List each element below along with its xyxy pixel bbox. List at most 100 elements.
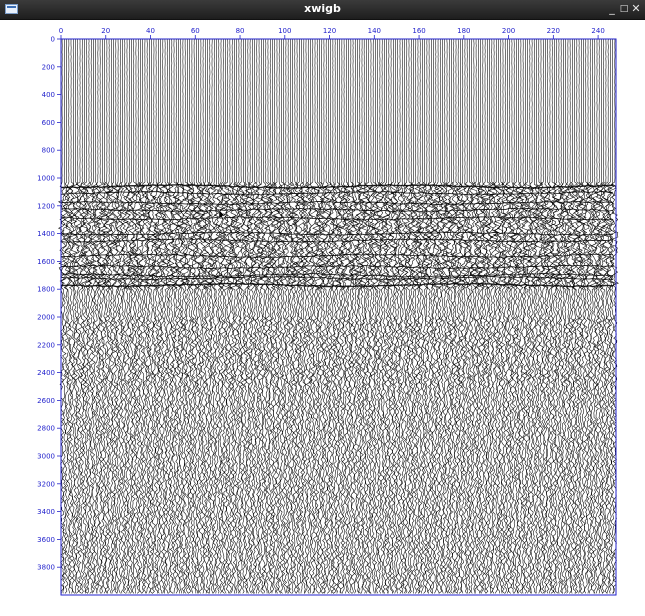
y-tick-label: 600 <box>42 119 55 127</box>
wiggle-trace <box>96 38 104 594</box>
wiggle-trace <box>588 38 597 594</box>
wiggle-trace <box>62 38 71 594</box>
minimize-button[interactable]: _ <box>609 2 615 15</box>
wiggle-trace <box>530 38 539 594</box>
reflector-event <box>61 253 614 258</box>
wiggle-trace <box>82 38 91 594</box>
wiggle-trace <box>474 38 483 594</box>
wiggle-trace <box>167 38 176 594</box>
y-tick-label: 1800 <box>37 286 55 294</box>
wiggle-trace <box>528 38 536 594</box>
wiggle-trace <box>451 38 460 594</box>
wiggle-trace <box>418 38 427 594</box>
wiggle-trace <box>259 38 268 594</box>
wiggle-trace <box>252 38 261 594</box>
wiggle-trace <box>456 38 465 594</box>
y-tick-label: 3000 <box>37 453 55 461</box>
wiggle-trace <box>189 38 199 594</box>
x-tick-label: 180 <box>457 27 470 35</box>
wiggle-trace <box>358 38 367 594</box>
wiggle-trace <box>272 38 281 594</box>
window-app-icon[interactable] <box>5 4 18 14</box>
wiggle-trace <box>453 38 463 594</box>
wiggle-trace <box>58 38 67 594</box>
title-bar[interactable]: xwigb _ □ ✕ <box>0 0 645 20</box>
x-tick-label: 0 <box>59 27 63 35</box>
wiggle-trace <box>492 38 501 594</box>
wiggle-trace <box>525 38 534 594</box>
wiggle-trace <box>575 38 584 594</box>
wiggle-trace <box>396 38 404 594</box>
wiggle-trace <box>389 38 398 594</box>
wiggle-trace <box>472 38 480 594</box>
wiggle-trace <box>105 38 114 594</box>
wiggle-trace <box>436 38 445 594</box>
wiggle-trace <box>64 38 73 594</box>
wiggle-trace <box>243 38 252 594</box>
wiggle-trace <box>194 38 203 594</box>
wiggle-trace <box>505 38 514 594</box>
wiggle-trace <box>496 38 505 594</box>
wiggle-trace <box>387 38 395 594</box>
wiggle-trace <box>360 38 369 594</box>
reflector-event <box>60 273 614 278</box>
wiggle-trace <box>369 38 378 594</box>
close-button[interactable]: ✕ <box>631 2 641 15</box>
reflector-event <box>60 231 614 236</box>
wiggle-trace <box>606 38 615 594</box>
y-tick-label: 3800 <box>37 564 55 572</box>
wiggle-trace <box>241 38 251 594</box>
wiggle-trace <box>480 38 490 594</box>
wiggle-trace <box>476 38 485 594</box>
reflector-event <box>60 216 614 221</box>
wiggle-trace <box>219 38 228 594</box>
wiggle-trace <box>91 38 101 594</box>
wiggle-trace <box>537 38 546 594</box>
wiggle-trace <box>373 38 382 594</box>
x-tick-label: 120 <box>323 27 336 35</box>
wiggle-trace <box>237 38 246 594</box>
seismic-wiggle-plot[interactable]: 0 20 40 60 80 100 120 140 160 180 200 220 240 0 200 40… <box>0 20 645 616</box>
wiggle-trace <box>111 38 120 594</box>
wiggle-trace <box>102 38 111 594</box>
wiggle-trace <box>275 38 284 594</box>
reflector-event <box>60 200 614 206</box>
wiggle-trace <box>239 38 248 594</box>
wiggle-trace <box>277 38 286 594</box>
wiggle-trace <box>279 38 288 594</box>
wiggle-trace <box>362 38 371 594</box>
wiggle-trace <box>306 38 315 594</box>
wiggle-trace <box>333 38 342 594</box>
wiggle-trace <box>123 38 131 594</box>
wiggle-trace <box>158 38 167 594</box>
wiggle-trace <box>232 38 241 594</box>
wiggle-trace <box>107 38 116 594</box>
wiggle-trace <box>599 38 608 594</box>
x-tick-label: 60 <box>191 27 200 35</box>
wiggle-trace <box>214 38 223 594</box>
wiggle-trace <box>449 38 458 594</box>
wiggle-trace <box>337 38 346 594</box>
wiggle-trace <box>60 38 69 594</box>
wiggle-trace <box>121 38 129 594</box>
wiggle-trace <box>140 38 149 594</box>
wiggle-trace <box>87 38 96 594</box>
wiggle-trace <box>263 38 273 594</box>
maximize-button[interactable]: □ <box>619 4 629 14</box>
wiggle-trace <box>196 38 206 594</box>
wiggle-trace <box>371 38 380 594</box>
wiggle-trace <box>465 38 474 594</box>
wiggle-trace <box>67 38 75 594</box>
wiggle-trace <box>282 38 290 594</box>
wiggle-trace <box>131 38 141 594</box>
wiggle-trace <box>342 38 351 594</box>
wiggle-trace <box>447 38 456 594</box>
wiggle-trace <box>423 38 432 594</box>
plot-canvas[interactable]: 0 20 40 60 80 100 120 140 160 180 200 220 240 0 200 40… <box>0 20 645 616</box>
y-tick-label: 3200 <box>37 480 55 488</box>
wiggle-trace <box>344 38 353 594</box>
wiggle-trace <box>570 38 579 594</box>
wiggle-trace <box>501 38 510 594</box>
wiggle-trace <box>517 38 525 594</box>
